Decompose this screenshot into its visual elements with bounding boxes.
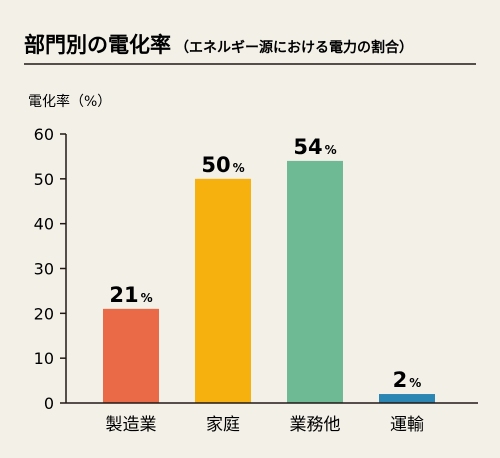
bar	[379, 394, 435, 403]
bar	[195, 178, 251, 403]
y-tick-label: 30	[34, 260, 54, 279]
value-labels: 21 %50 %54 %2%	[109, 135, 421, 392]
bar-value-number: 2	[393, 368, 408, 392]
bar-value-label: 2%	[393, 368, 422, 392]
bar	[103, 308, 159, 403]
y-tick-label: 50	[34, 170, 54, 189]
y-tick-label: 0	[44, 394, 54, 413]
bar-value-number: 54	[293, 135, 322, 159]
bar	[287, 160, 343, 403]
bar-value-label: 21%	[109, 283, 152, 307]
category-label: 製造業	[106, 415, 157, 435]
y-axis-ticks: 0 10 20 30 40 50 60	[34, 125, 66, 413]
y-axis-label: 電化率（%）	[28, 93, 111, 110]
category-labels: 製造業 家庭 業務他 運輸	[106, 415, 425, 435]
bar-value-unit: %	[325, 143, 337, 157]
y-tick-label: 40	[34, 215, 54, 234]
bar-value-number: 50	[201, 153, 230, 177]
chart-title-main: 部門別の電化率	[24, 33, 171, 57]
y-tick-label: 20	[34, 304, 54, 323]
bar-value-label: 54%	[293, 135, 336, 159]
chart-subtitle: （エネルギー源における電力の割合）	[175, 39, 413, 56]
category-label: 運輸	[390, 415, 424, 435]
bars	[103, 160, 435, 403]
y-tick-label: 60	[34, 125, 54, 144]
bar-value-unit: %	[409, 376, 421, 390]
bar-value-number: 21	[109, 283, 138, 307]
bar-value-label: 50%	[201, 153, 244, 177]
category-label: 家庭	[206, 415, 240, 435]
category-label: 業務他	[290, 415, 341, 435]
bar-value-unit: %	[141, 291, 153, 305]
bar-value-unit: %	[233, 161, 245, 175]
y-tick-label: 10	[34, 349, 54, 368]
chart-title: 部門別の電化率 （エネルギー源における電力の割合）	[24, 33, 413, 57]
